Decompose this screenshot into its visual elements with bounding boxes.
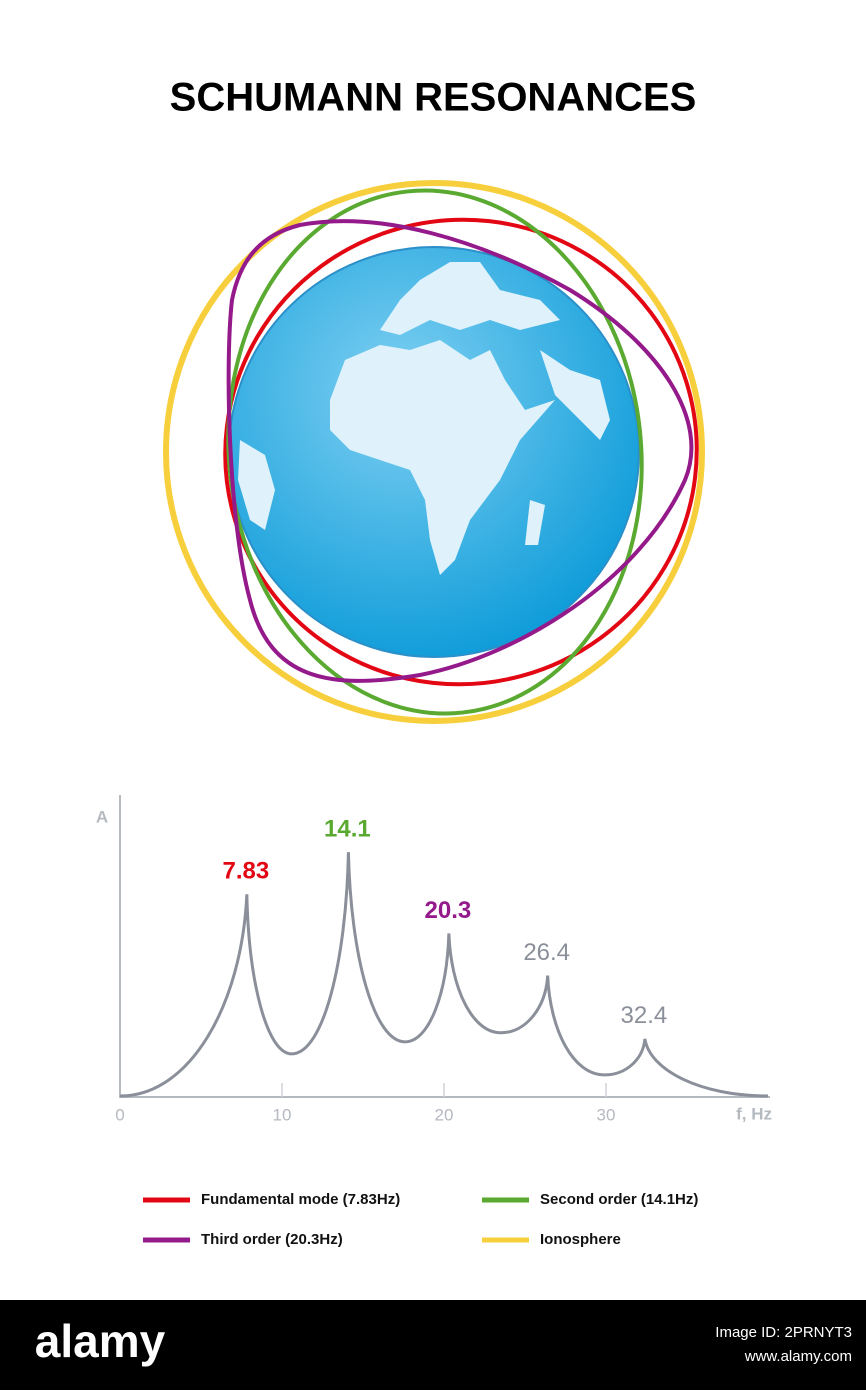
y-axis-label: A: [96, 807, 108, 826]
footer-url: www.alamy.com: [744, 1348, 852, 1365]
peak-label: 7.83: [222, 858, 269, 885]
peak-label: 14.1: [324, 816, 371, 843]
peak-label: 20.3: [425, 897, 472, 924]
legend-label: Ionosphere: [540, 1231, 621, 1248]
title: SCHUMANN RESONANCES: [170, 76, 697, 120]
x-tick-label: 30: [597, 1105, 616, 1124]
footer-brand: alamy: [35, 1315, 166, 1367]
footer-bar: [0, 1300, 866, 1390]
spectrum-line: [119, 852, 769, 1098]
south-america: [238, 440, 275, 530]
legend-label: Second order (14.1Hz): [540, 1191, 698, 1208]
globe-diagram: [163, 180, 705, 724]
x-tick-label: 10: [273, 1105, 292, 1124]
x-axis-label: f, Hz: [736, 1104, 772, 1123]
legend: Fundamental mode (7.83Hz) Second order (1…: [143, 1191, 698, 1248]
footer-image-id: Image ID: 2PRNYT3: [715, 1324, 852, 1341]
third-order-ring: [226, 219, 694, 683]
peak-label: 26.4: [523, 939, 570, 966]
peak-label: 32.4: [621, 1002, 668, 1029]
legend-label: Third order (20.3Hz): [201, 1231, 343, 1248]
spectrum-chart: A f, Hz 0 10 20 30 7.83 14.1 20.3 26.4 32.4: [96, 795, 772, 1124]
legend-label: Fundamental mode (7.83Hz): [201, 1191, 400, 1208]
x-tick-label: 0: [115, 1105, 124, 1124]
arabia: [540, 350, 610, 440]
x-tick-label: 20: [435, 1105, 454, 1124]
madagascar: [525, 500, 545, 545]
africa: [330, 340, 555, 575]
ionosphere-ring: [163, 180, 705, 724]
europe: [380, 262, 560, 335]
